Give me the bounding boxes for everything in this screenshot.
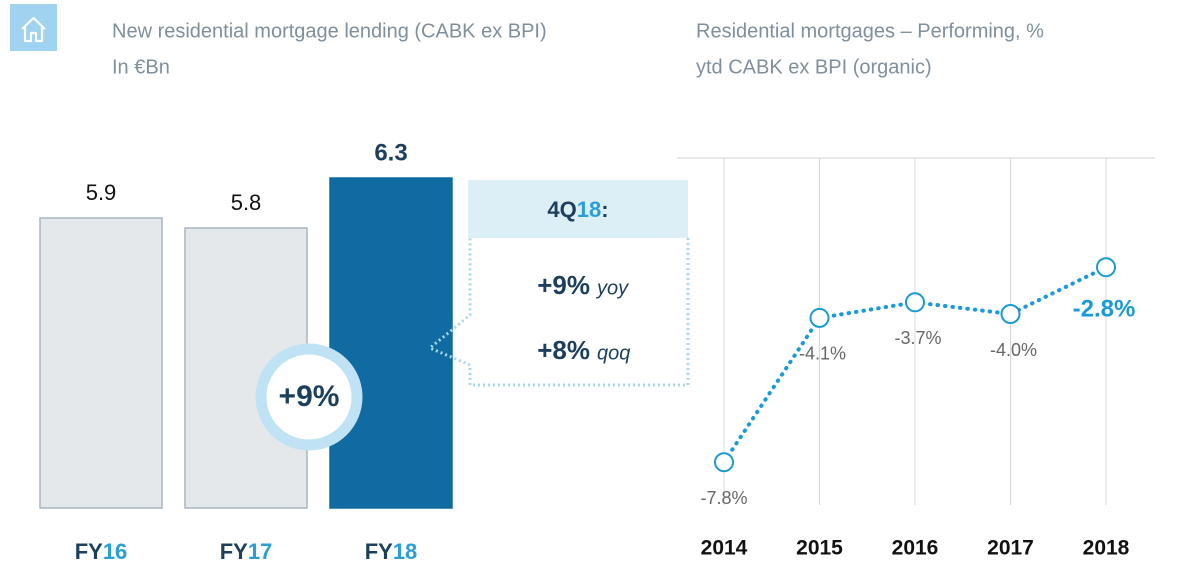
growth-circle (255, 343, 363, 451)
value-label: -3.7% (894, 328, 941, 348)
value-label: 5.8 (231, 190, 262, 215)
growth-label: +9% (279, 380, 340, 413)
bar (39, 217, 163, 509)
home-icon-bg (10, 4, 57, 51)
callout-value: +9% (537, 270, 590, 300)
value-label: 5.9 (86, 180, 117, 205)
callout-header (468, 180, 688, 238)
left-title: New residential mortgage lending (CABK e… (112, 20, 547, 42)
point (809, 307, 830, 328)
category-label: 2015 (796, 537, 843, 560)
category-label: 2016 (892, 537, 939, 560)
callout-unit: yoy (595, 277, 629, 299)
callout-unit: qoq (597, 342, 630, 364)
category-label: FY16 (75, 539, 128, 564)
value-label: -2.8% (1073, 296, 1136, 323)
right-title: Residential mortgages – Performing, % (696, 20, 1044, 42)
bar (329, 177, 453, 509)
point (905, 292, 925, 313)
category-label: 2017 (987, 537, 1034, 560)
value-label: 6.3 (374, 139, 407, 166)
right-subtitle: ytd CABK ex BPI (organic) (696, 56, 932, 78)
point (714, 452, 734, 473)
callout-value: +8% (537, 335, 590, 365)
value-label: -4.0% (990, 340, 1037, 360)
value-label: -7.8% (700, 488, 747, 508)
home-icon (21, 16, 46, 43)
callout-border (427, 238, 690, 387)
category-label: 2014 (701, 537, 748, 560)
point (1096, 257, 1116, 278)
value-label: -4.1% (799, 344, 846, 364)
callout-title: 4Q18: (547, 197, 608, 222)
point (1000, 304, 1021, 324)
category-label: FY18 (365, 539, 418, 564)
category-label: 2018 (1083, 537, 1130, 560)
category-label: FY17 (220, 539, 273, 564)
left-subtitle: In €Bn (112, 56, 170, 78)
